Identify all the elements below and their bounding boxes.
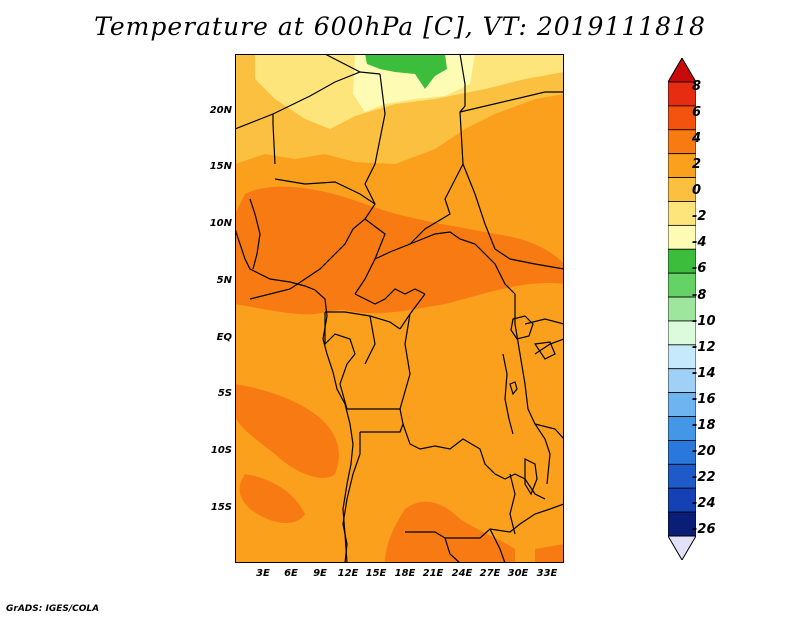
lat-label-20n: 20N <box>209 105 232 116</box>
lon-label-18e: 18E <box>394 568 416 579</box>
lat-label-eq: EQ <box>216 332 232 343</box>
lon-label-33e: 33E <box>536 568 558 579</box>
colorbar-label-m16: -16 <box>692 392 716 407</box>
colorbar-label-8: 8 <box>692 79 702 94</box>
colorbar-label-m14: -14 <box>692 366 716 381</box>
lat-label-5n: 5N <box>216 275 232 286</box>
lat-label-15s: 15S <box>210 502 232 513</box>
credit-label: GrADS: IGES/COLA <box>6 604 100 614</box>
colorbar-label-2: 2 <box>692 157 702 172</box>
temperature-map <box>235 54 564 563</box>
lon-label-3e: 3E <box>256 568 270 579</box>
colorbar-label-m8: -8 <box>692 288 707 303</box>
lat-label-10n: 10N <box>209 218 232 229</box>
lon-label-30e: 30E <box>507 568 529 579</box>
country-borders <box>235 54 564 563</box>
colorbar-label-m10: -10 <box>692 314 716 329</box>
lon-label-6e: 6E <box>284 568 298 579</box>
colorbar-label-m24: -24 <box>692 496 716 511</box>
colorbar-label-m18: -18 <box>692 418 716 433</box>
coastline <box>235 228 354 563</box>
map-title: Temperature at 600hPa [C], VT: 201911181… <box>94 12 706 41</box>
colorbar-label-m22: -22 <box>692 470 716 485</box>
temperature-band-4-6 <box>235 186 564 563</box>
colorbar-label-4: 4 <box>692 131 702 146</box>
lon-label-15e: 15E <box>365 568 387 579</box>
colorbar-label-m26: -26 <box>692 522 716 537</box>
lon-label-24e: 24E <box>451 568 473 579</box>
colorbar-label-m4: -4 <box>692 235 707 250</box>
colorbar-label-6: 6 <box>692 105 702 120</box>
lat-label-10s: 10S <box>210 445 232 456</box>
lat-label-5s: 5S <box>217 388 232 399</box>
lon-label-12e: 12E <box>337 568 359 579</box>
colorbar-label-0: 0 <box>692 183 702 198</box>
colorbar-label-m12: -12 <box>692 340 716 355</box>
map-frame <box>235 54 564 563</box>
colorbar-label-m6: -6 <box>692 261 707 276</box>
colorbar-label-m2: -2 <box>692 209 707 224</box>
lakes <box>502 315 556 496</box>
lon-label-21e: 21E <box>422 568 444 579</box>
lon-label-9e: 9E <box>313 568 327 579</box>
lon-label-27e: 27E <box>479 568 501 579</box>
lat-label-15n: 15N <box>209 161 232 172</box>
colorbar-label-m20: -20 <box>692 444 716 459</box>
colorbar <box>668 58 696 560</box>
temperature-band-neg6-neg4 <box>365 54 447 89</box>
colorbar-bottom-arrow <box>668 535 696 560</box>
